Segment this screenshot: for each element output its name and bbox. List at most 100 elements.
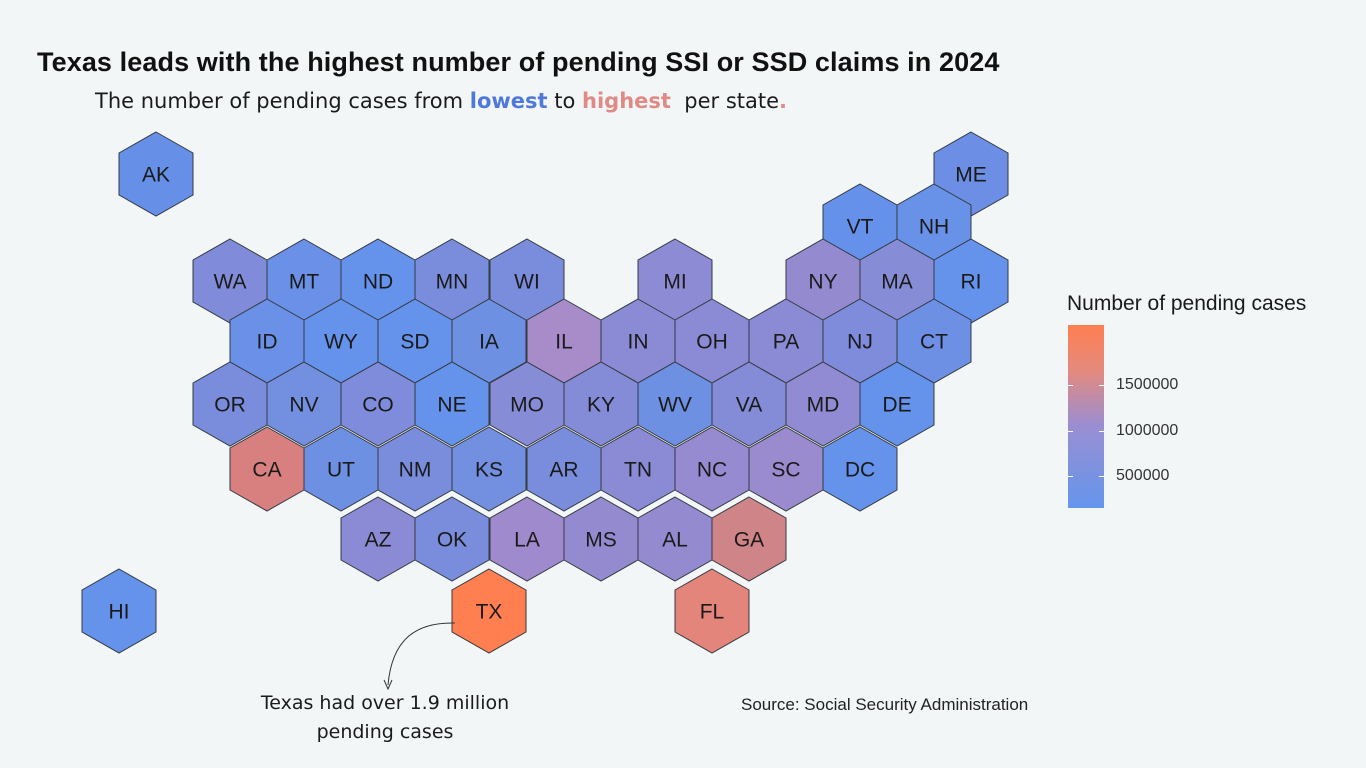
state-tile-nv: NV	[266, 361, 342, 447]
subtitle-middle: to	[547, 89, 583, 113]
state-label-wy: WY	[324, 331, 358, 354]
state-tile-de: DE	[859, 361, 935, 447]
state-label-oh: OH	[696, 331, 728, 354]
state-label-ny: NY	[808, 271, 837, 294]
subtitle-low-word: lowest	[469, 89, 548, 113]
state-label-in: IN	[628, 331, 649, 354]
state-label-nj: NJ	[847, 331, 873, 354]
state-label-ri: RI	[961, 271, 982, 294]
state-tile-ne: NE	[414, 361, 490, 447]
state-hex-dc	[822, 426, 898, 512]
legend-title: Number of pending cases	[1067, 292, 1307, 315]
source-note: Source: Social Security Administration	[741, 695, 1029, 714]
state-hex-ak	[118, 131, 194, 217]
legend-tick-mark	[1099, 476, 1104, 478]
state-label-ar: AR	[549, 459, 578, 482]
state-label-vt: VT	[847, 216, 874, 239]
state-label-mt: MT	[289, 271, 319, 294]
state-label-ak: AK	[142, 164, 170, 187]
state-label-dc: DC	[845, 459, 875, 482]
state-hex-hi	[81, 568, 157, 654]
state-label-co: CO	[362, 394, 394, 417]
state-label-ut: UT	[327, 459, 355, 482]
state-tile-fl: FL	[674, 568, 750, 654]
state-label-az: AZ	[365, 529, 392, 552]
state-tile-tx: TX	[451, 568, 527, 654]
annotation-arrowhead	[383, 679, 393, 691]
state-tile-mn: MN	[414, 238, 490, 324]
state-label-nm: NM	[399, 459, 432, 482]
state-label-ia: IA	[479, 331, 499, 354]
state-label-me: ME	[955, 164, 987, 187]
state-label-tn: TN	[624, 459, 652, 482]
state-hex-de	[859, 361, 935, 447]
state-tile-nj: NJ	[822, 298, 898, 384]
state-label-la: LA	[514, 529, 540, 552]
annotation-line-1: Texas had over 1.9 million	[260, 692, 510, 714]
state-label-id: ID	[257, 331, 278, 354]
state-label-fl: FL	[700, 601, 725, 624]
state-tile-mt: MT	[266, 238, 342, 324]
subtitle-high-word: highest	[582, 89, 671, 113]
state-label-al: AL	[662, 529, 688, 552]
state-label-mo: MO	[510, 394, 544, 417]
subtitle-suffix: per state	[670, 89, 780, 113]
state-label-il: IL	[555, 331, 573, 354]
state-label-nh: NH	[919, 216, 949, 239]
state-label-or: OR	[214, 394, 246, 417]
state-label-ca: CA	[252, 459, 281, 482]
state-tile-wi: WI	[489, 238, 565, 324]
annotation-arrow	[387, 622, 456, 686]
legend-tick-mark	[1068, 384, 1073, 386]
state-tile-md: MD	[785, 361, 861, 447]
state-tile-sd: SD	[377, 298, 453, 384]
state-label-sd: SD	[400, 331, 429, 354]
state-tile-la: LA	[489, 496, 565, 582]
state-tile-ri: RI	[933, 238, 1009, 324]
legend-tick-mark	[1099, 384, 1104, 386]
legend-tick-label: 1000000	[1116, 421, 1179, 439]
state-hex-ga	[711, 496, 787, 582]
state-tile-az: AZ	[340, 496, 416, 582]
state-label-nc: NC	[697, 459, 727, 482]
legend-tick-label: 500000	[1116, 467, 1170, 485]
legend-colorbar	[1068, 325, 1104, 508]
state-label-ct: CT	[920, 331, 948, 354]
texas-annotation: Texas had over 1.9 million pending cases	[230, 689, 540, 747]
state-label-ma: MA	[881, 271, 913, 294]
state-label-nd: ND	[363, 271, 393, 294]
state-tile-ms: MS	[563, 496, 639, 582]
state-tile-ks: KS	[451, 426, 527, 512]
state-label-de: DE	[882, 394, 911, 417]
state-hex-fl	[674, 568, 750, 654]
state-hex-ok	[414, 496, 490, 582]
state-label-hi: HI	[109, 601, 130, 624]
state-tile-dc: DC	[822, 426, 898, 512]
state-tile-mo: MO	[489, 361, 565, 447]
state-tile-ct: CT	[896, 298, 972, 384]
state-label-ky: KY	[587, 394, 615, 417]
state-tile-hi: HI	[81, 568, 157, 654]
state-tile-nm: NM	[377, 426, 453, 512]
state-label-pa: PA	[773, 331, 799, 354]
subtitle-end-mark: .	[779, 89, 788, 113]
state-hex-ne	[414, 361, 490, 447]
state-tile-wv: WV	[637, 361, 713, 447]
state-label-ga: GA	[734, 529, 764, 552]
state-label-ks: KS	[475, 459, 503, 482]
legend-tick-mark	[1068, 430, 1073, 432]
state-label-nv: NV	[289, 394, 318, 417]
state-tile-co: CO	[340, 361, 416, 447]
state-hex-ks	[451, 426, 527, 512]
legend-tick-mark	[1068, 476, 1073, 478]
state-label-ms: MS	[585, 529, 617, 552]
state-tile-ak: AK	[118, 131, 194, 217]
state-tile-al: AL	[637, 496, 713, 582]
chart-title: Texas leads with the highest number of p…	[37, 47, 1000, 77]
state-tile-ma: MA	[859, 238, 935, 324]
state-tile-wy: WY	[303, 298, 379, 384]
state-tile-ia: IA	[451, 298, 527, 384]
state-label-tx: TX	[476, 601, 503, 624]
state-label-sc: SC	[771, 459, 800, 482]
